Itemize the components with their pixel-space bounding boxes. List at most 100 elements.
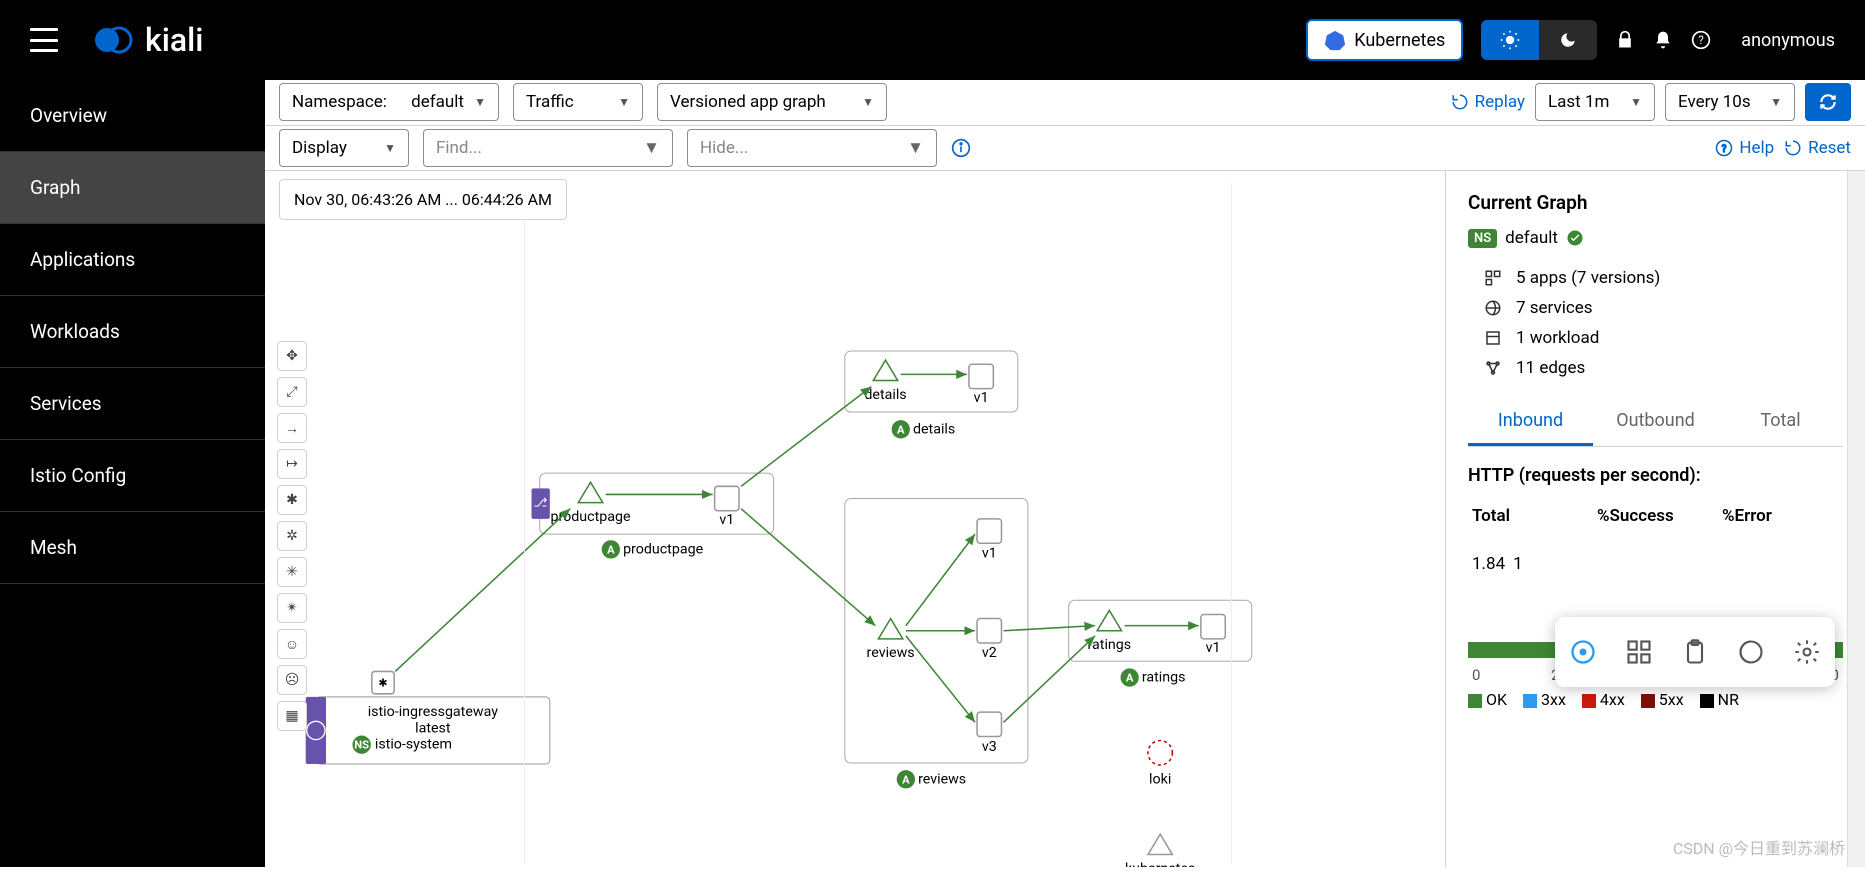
svg-text:v1: v1 xyxy=(1206,640,1221,656)
node-group-reviews[interactable]: reviews v1 v2 v3 A reviews xyxy=(845,499,1028,789)
tab-inbound[interactable]: Inbound xyxy=(1468,398,1593,446)
replay-icon xyxy=(1451,93,1469,111)
theme-toggle[interactable] xyxy=(1481,20,1597,60)
floating-toolbar[interactable] xyxy=(1555,617,1835,687)
fit-button[interactable]: ⤢ xyxy=(277,377,307,407)
svg-text:A: A xyxy=(607,544,615,557)
node-ingressgateway[interactable]: ✱ istio-ingressgateway latest NS istio-s… xyxy=(306,672,550,765)
brand-logo[interactable]: kiali xyxy=(93,20,203,60)
node-group-details[interactable]: details v1 A details xyxy=(845,351,1018,438)
panel-tabs: Inbound Outbound Total xyxy=(1468,398,1843,447)
svg-text:kubernetes: kubernetes xyxy=(1125,861,1195,867)
help-link[interactable]: ?Help xyxy=(1715,138,1774,158)
duration-selector[interactable]: Last 1m▼ xyxy=(1535,83,1655,121)
drag-mode-button[interactable]: ✥ xyxy=(277,341,307,371)
cluster-badge[interactable]: Kubernetes xyxy=(1306,19,1463,61)
float-gear-icon[interactable] xyxy=(1793,638,1821,666)
stat-services: 7 services xyxy=(1468,298,1843,318)
node-loki[interactable]: loki xyxy=(1148,741,1172,788)
tab-total[interactable]: Total xyxy=(1718,398,1843,446)
nav-applications[interactable]: Applications xyxy=(0,224,265,296)
hide-healthy-button[interactable]: ☺ xyxy=(277,629,307,659)
replay-button[interactable]: Replay xyxy=(1451,92,1525,112)
sun-icon xyxy=(1500,30,1520,50)
node-group-ratings[interactable]: ratings v1 A ratings xyxy=(1069,601,1252,687)
panel-scrollbar[interactable] xyxy=(1847,171,1865,867)
topology-svg: ✱ istio-ingressgateway latest NS istio-s… xyxy=(265,171,1445,867)
kiali-logo-icon xyxy=(93,20,133,60)
namespace-selector[interactable]: Namespace: default ▼ xyxy=(279,83,499,121)
nav-services[interactable]: Services xyxy=(0,368,265,440)
kubernetes-icon xyxy=(1324,29,1346,51)
panel-title: Current Graph xyxy=(1468,191,1843,214)
svg-text:ratings: ratings xyxy=(1142,670,1186,686)
theme-dark-button[interactable] xyxy=(1539,20,1597,60)
ns-badge: NS xyxy=(1468,229,1497,248)
panel-hide-handle[interactable]: « Hide xyxy=(1445,519,1446,599)
float-qr-icon[interactable] xyxy=(1625,638,1653,666)
traffic-selector[interactable]: Traffic▼ xyxy=(513,83,643,121)
layout-1-button[interactable]: ✱ xyxy=(277,485,307,515)
bell-icon[interactable] xyxy=(1653,30,1673,50)
help-icon[interactable]: ? xyxy=(1691,30,1711,50)
graph-type-selector[interactable]: Versioned app graph▼ xyxy=(657,83,887,121)
watermark: CSDN @今日重到苏澜桥 xyxy=(1673,835,1845,859)
layout-4-button[interactable]: ✴ xyxy=(277,593,307,623)
workloads-icon xyxy=(1484,329,1502,347)
hide-unhealthy-button[interactable]: ☹ xyxy=(277,665,307,695)
float-target-icon[interactable] xyxy=(1569,638,1597,666)
legend-button[interactable]: ▦ xyxy=(277,701,307,731)
reset-link[interactable]: Reset xyxy=(1784,138,1851,158)
user-label[interactable]: anonymous xyxy=(1741,30,1835,51)
graph-toolbar-1: Namespace: default ▼ Traffic▼ Versioned … xyxy=(265,80,1865,126)
hide-input[interactable]: Hide...▼ xyxy=(687,129,937,167)
svg-text:details: details xyxy=(864,387,906,403)
hamburger-icon[interactable] xyxy=(30,28,58,52)
nav-istio-config[interactable]: Istio Config xyxy=(0,440,265,512)
http-data-row: 1.84 1 xyxy=(1468,546,1843,582)
refresh-icon xyxy=(1818,92,1838,112)
http-legend: OK 3xx 4xx 5xx NR xyxy=(1468,690,1843,709)
float-clipboard-icon[interactable] xyxy=(1681,638,1709,666)
panel-namespace-row: NS default xyxy=(1468,228,1843,248)
svg-text:istio-ingressgateway: istio-ingressgateway xyxy=(368,704,499,720)
graph-canvas[interactable]: Nov 30, 06:43:26 AM ... 06:44:26 AM ✥ ⤢ … xyxy=(265,171,1445,867)
top-header: kiali Kubernetes ? anonymous xyxy=(0,0,1865,80)
display-selector[interactable]: Display▼ xyxy=(279,129,409,167)
svg-text:loki: loki xyxy=(1149,772,1171,788)
info-icon[interactable] xyxy=(951,138,971,158)
node-kubernetes[interactable]: kubernetes xyxy=(1125,834,1195,867)
refresh-button[interactable] xyxy=(1805,83,1851,121)
float-edge-icon[interactable] xyxy=(1737,638,1765,666)
summary-panel: « Hide Current Graph NS default 5 apps (… xyxy=(1445,171,1865,867)
http-header-row: Total %Success %Error xyxy=(1468,498,1843,534)
nav-graph[interactable]: Graph xyxy=(0,152,265,224)
theme-light-button[interactable] xyxy=(1481,20,1539,60)
layout-bt-button[interactable]: ↦ xyxy=(277,449,307,479)
left-sidebar: Overview Graph Applications Workloads Se… xyxy=(0,80,265,867)
stat-workloads: 1 workload xyxy=(1468,328,1843,348)
layout-3-button[interactable]: ✳ xyxy=(277,557,307,587)
graph-timestamp: Nov 30, 06:43:26 AM ... 06:44:26 AM xyxy=(279,179,567,220)
refresh-interval-selector[interactable]: Every 10s▼ xyxy=(1665,83,1795,121)
nav-workloads[interactable]: Workloads xyxy=(0,296,265,368)
find-input[interactable]: Find...▼ xyxy=(423,129,673,167)
graph-toolbar-2: Display▼ Find...▼ Hide...▼ ?Help Reset xyxy=(265,126,1865,172)
reset-icon xyxy=(1784,139,1802,157)
svg-text:reviews: reviews xyxy=(867,645,915,661)
layout-lr-button[interactable]: → xyxy=(277,413,307,443)
svg-text:v2: v2 xyxy=(982,645,997,661)
svg-text:?: ? xyxy=(1722,144,1727,155)
lock-icon[interactable] xyxy=(1615,30,1635,50)
nav-overview[interactable]: Overview xyxy=(0,80,265,152)
svg-text:productpage: productpage xyxy=(623,542,704,558)
node-group-productpage[interactable]: ⎇ productpage v1 A productpage xyxy=(532,473,774,558)
svg-text:v1: v1 xyxy=(982,546,997,562)
apps-icon xyxy=(1484,269,1502,287)
brand-text: kiali xyxy=(145,21,203,59)
nav-mesh[interactable]: Mesh xyxy=(0,512,265,584)
layout-2-button[interactable]: ✲ xyxy=(277,521,307,551)
namespace-value: default xyxy=(411,92,464,112)
panel-ns-value: default xyxy=(1505,228,1558,248)
tab-outbound[interactable]: Outbound xyxy=(1593,398,1718,446)
